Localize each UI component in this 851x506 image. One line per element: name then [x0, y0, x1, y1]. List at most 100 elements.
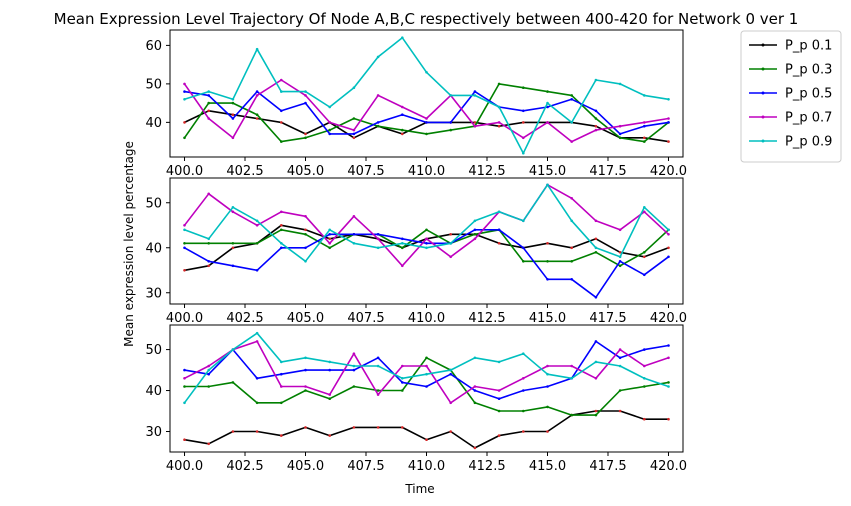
data-point-C-4-20: [667, 385, 670, 388]
data-point-B-2-2: [231, 264, 235, 268]
data-point-B-0-2: [231, 246, 235, 250]
legend-marker-3: [761, 115, 765, 119]
data-point-A-3-1: [207, 117, 210, 120]
x-tick-label-C-2: 405.0: [287, 459, 324, 474]
data-point-C-2-19: [643, 348, 646, 351]
data-point-C-3-8: [376, 393, 380, 396]
data-point-B-0-16: [570, 246, 573, 250]
x-tick-label-B-0: 400.0: [166, 311, 203, 326]
data-point-C-3-1: [207, 364, 210, 368]
data-point-B-4-6: [328, 228, 332, 232]
x-tick-label-A-1: 402.5: [226, 164, 263, 179]
data-point-C-1-2: [231, 381, 235, 384]
data-point-B-2-14: [522, 246, 525, 250]
data-point-B-1-15: [546, 260, 549, 263]
data-point-C-4-0: [183, 401, 186, 405]
data-point-A-3-15: [546, 121, 549, 124]
legend-label-2: P_p 0.5: [785, 87, 832, 102]
data-point-A-4-9: [401, 36, 404, 39]
data-point-B-3-1: [207, 192, 210, 196]
x-tick-label-B-6: 415.0: [529, 311, 566, 326]
data-point-A-1-5: [304, 136, 307, 140]
data-point-C-3-12: [473, 385, 477, 388]
data-point-B-0-5: [304, 228, 307, 232]
x-axis-label: Time: [404, 482, 434, 496]
data-point-C-2-3: [255, 377, 259, 380]
data-point-C-1-13: [497, 409, 501, 413]
data-point-A-3-0: [183, 82, 186, 86]
data-point-A-2-15: [546, 105, 549, 109]
data-point-A-1-11: [449, 128, 453, 132]
data-point-B-0-19: [643, 255, 646, 259]
x-tick-label-A-7: 417.5: [589, 164, 626, 179]
data-point-A-1-8: [376, 124, 380, 128]
data-point-A-4-11: [449, 94, 453, 97]
data-point-A-1-13: [497, 82, 501, 86]
data-point-C-3-10: [425, 364, 428, 368]
y-tick-label-B-1: 40: [145, 241, 162, 256]
data-point-C-3-9: [401, 364, 404, 368]
data-point-A-1-14: [522, 86, 525, 89]
y-tick-label-A-0: 40: [145, 116, 162, 131]
data-point-A-2-9: [401, 113, 404, 116]
data-point-C-4-15: [546, 372, 549, 376]
data-point-A-0-13: [497, 124, 501, 128]
data-point-C-1-0: [183, 385, 186, 388]
data-point-B-0-0: [183, 269, 186, 272]
data-point-C-1-9: [401, 389, 404, 392]
data-point-B-3-4: [280, 210, 283, 214]
x-tick-label-A-3: 407.5: [347, 164, 384, 179]
legend-label-0: P_p 0.1: [785, 39, 832, 54]
data-point-C-2-10: [425, 385, 428, 388]
data-point-C-4-19: [643, 377, 646, 380]
legend-marker-0: [761, 43, 765, 47]
legend-marker-4: [761, 139, 765, 143]
x-tick-label-B-4: 410.0: [408, 311, 445, 326]
data-point-A-0-12: [473, 121, 477, 124]
data-point-C-0-18: [618, 409, 622, 413]
data-point-C-3-6: [328, 393, 332, 396]
data-point-B-4-17: [594, 246, 598, 250]
data-point-C-4-16: [570, 377, 573, 380]
data-point-A-1-18: [618, 136, 622, 140]
x-tick-label-B-7: 417.5: [589, 311, 626, 326]
data-point-C-2-11: [449, 372, 453, 376]
data-point-B-3-6: [328, 242, 332, 245]
data-point-B-3-11: [449, 255, 453, 259]
plot-frame-B: [169, 177, 684, 305]
data-point-A-2-1: [207, 94, 210, 97]
data-point-A-1-2: [231, 101, 235, 105]
data-point-C-4-12: [473, 356, 477, 360]
data-point-A-2-12: [473, 90, 477, 93]
data-point-A-0-17: [594, 124, 598, 128]
data-point-B-0-20: [667, 246, 670, 250]
data-point-C-3-15: [546, 364, 549, 368]
data-point-C-3-20: [667, 356, 670, 360]
data-point-B-0-18: [618, 251, 622, 254]
data-point-B-4-12: [473, 219, 477, 223]
data-point-C-4-2: [231, 348, 235, 351]
y-tick-label-C-2: 50: [145, 343, 162, 358]
chart-title: Mean Expression Level Trajectory Of Node…: [54, 10, 799, 28]
data-point-A-2-7: [352, 132, 356, 136]
data-point-A-1-4: [280, 140, 283, 143]
data-point-B-3-18: [618, 228, 622, 232]
data-point-C-4-10: [425, 372, 428, 376]
data-point-A-3-5: [304, 94, 307, 97]
data-point-B-0-6: [328, 237, 332, 241]
data-point-C-0-15: [546, 430, 549, 433]
data-point-C-3-13: [497, 389, 501, 392]
legend-item-2: P_p 0.5: [749, 87, 832, 102]
data-point-B-0-11: [449, 233, 453, 236]
data-point-C-4-1: [207, 368, 210, 372]
data-point-B-1-2: [231, 242, 235, 245]
data-point-A-1-10: [425, 132, 428, 136]
data-point-A-0-14: [522, 121, 525, 124]
data-point-A-0-3: [255, 117, 259, 120]
legend-item-3: P_p 0.7: [749, 111, 832, 126]
y-tick-label-A-1: 50: [145, 77, 162, 92]
series-line-C-2: [184, 340, 669, 400]
data-point-C-3-18: [618, 348, 622, 351]
data-point-B-4-11: [449, 242, 453, 245]
data-point-C-3-17: [594, 377, 598, 380]
